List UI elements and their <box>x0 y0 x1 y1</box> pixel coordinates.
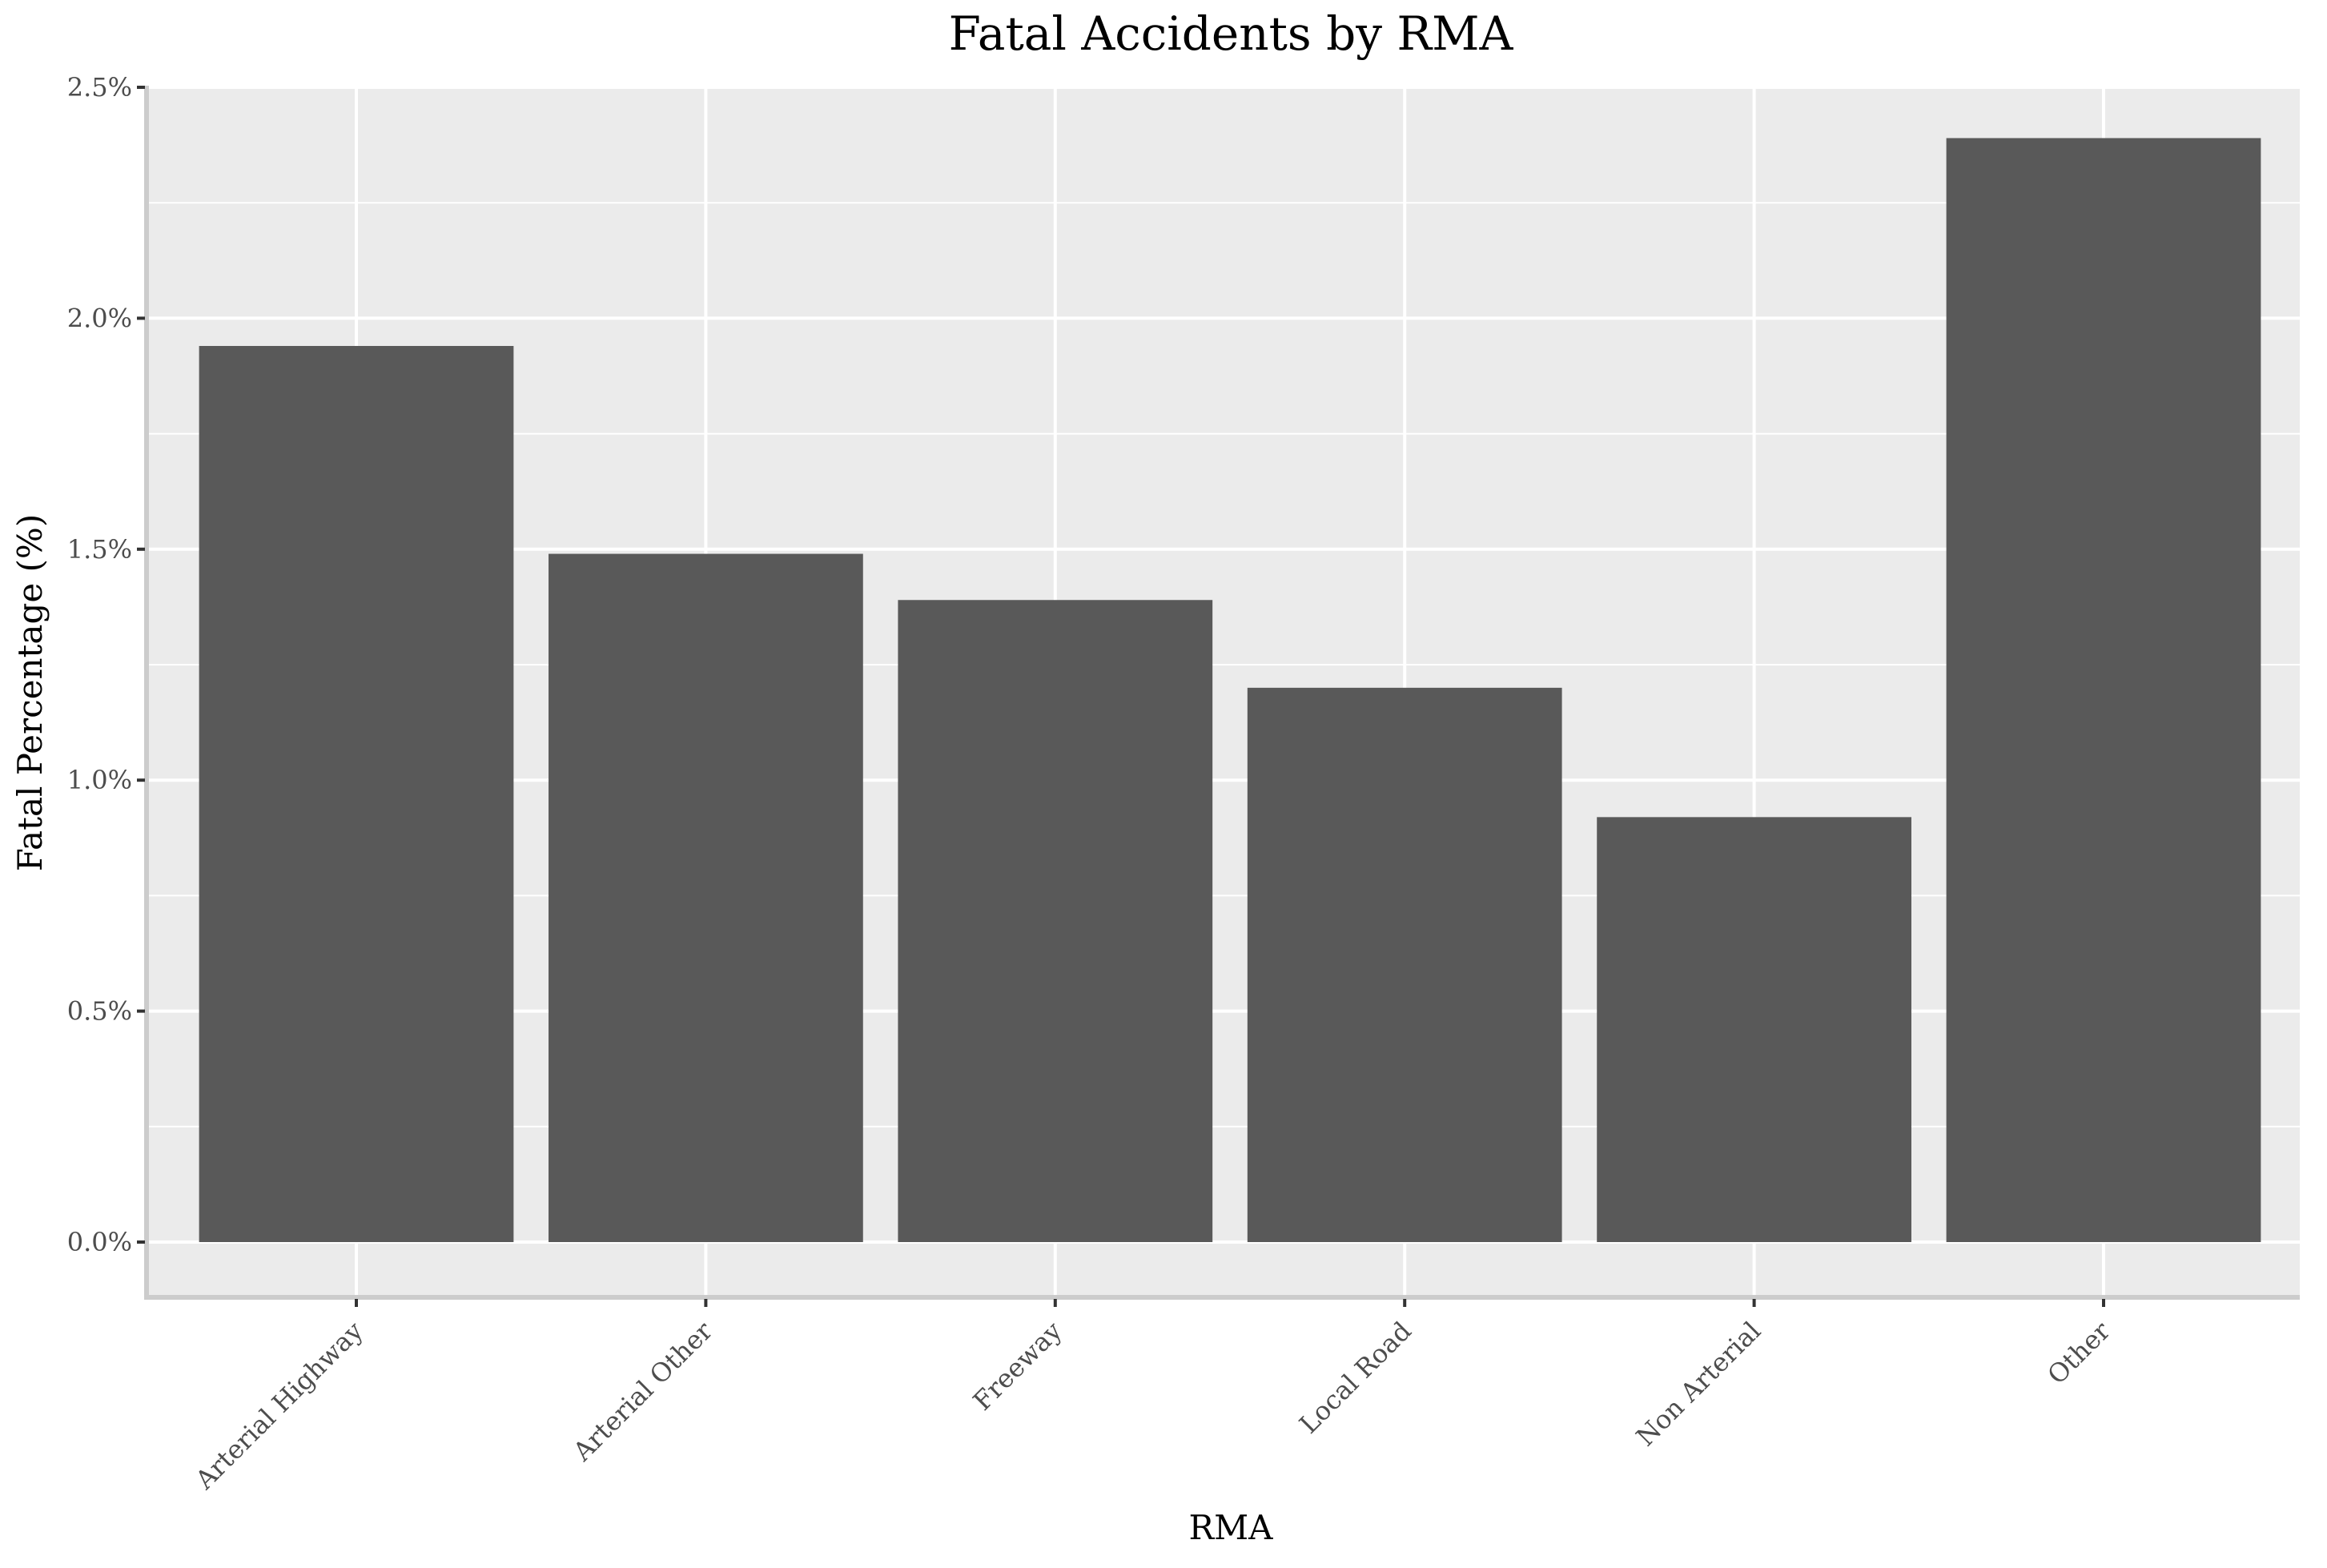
y-tick-label: 0.5% <box>67 996 132 1027</box>
x-tick-label: Arterial Highway <box>189 1316 369 1496</box>
y-tick-label: 1.5% <box>67 534 132 565</box>
bar: Arterial Highway <box>199 346 514 1242</box>
chart-title: Fatal Accidents by RMA <box>949 6 1514 61</box>
x-axis-ticks: Arterial Highway Arterial Other Freeway Loc… <box>189 1299 2116 1496</box>
y-axis-title: Fatal Percentage (%) <box>10 514 50 871</box>
axes <box>144 86 2300 1300</box>
x-tick-label: Local Road <box>1293 1316 1417 1440</box>
y-tick-label: 0.0% <box>67 1227 132 1257</box>
x-tick-label: Other <box>2041 1315 2116 1390</box>
x-tick-label: Non Arterial <box>1630 1316 1766 1452</box>
y-tick-label: 1.0% <box>67 765 132 795</box>
x-tick-label: Arterial Other <box>566 1315 718 1467</box>
y-tick-label: 2.5% <box>67 72 132 103</box>
y-axis-ticks: 0.0% 0.5% 1.0% 1.5% 2.0% 2.5% <box>67 72 145 1257</box>
y-tick-label: 2.0% <box>67 303 132 333</box>
bar: Arterial Other <box>549 553 863 1242</box>
x-tick-label: Freeway <box>967 1316 1068 1417</box>
bar: Non Arterial <box>1597 817 1911 1242</box>
x-axis-title: RMA <box>1189 1508 1274 1547</box>
bar: Freeway <box>898 600 1213 1242</box>
bar: Local Road <box>1247 687 1562 1242</box>
bar: Other <box>1946 138 2261 1242</box>
